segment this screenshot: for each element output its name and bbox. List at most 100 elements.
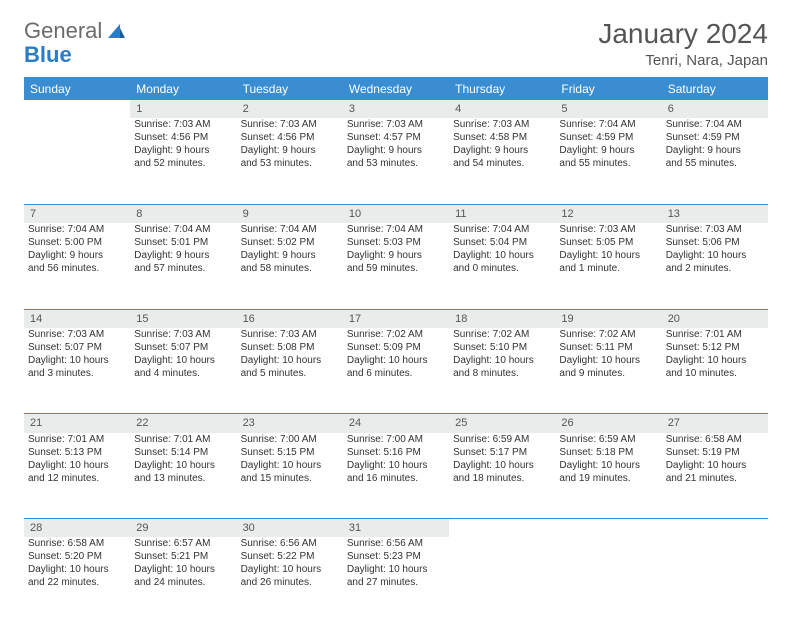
day-cell (24, 118, 130, 204)
day-info-line: Sunset: 5:23 PM (347, 550, 445, 563)
day-number-cell: 22 (130, 414, 236, 433)
day-info-line: and 53 minutes. (241, 157, 339, 170)
day-number-row: 123456 (24, 100, 768, 118)
day-cell: Sunrise: 7:02 AMSunset: 5:09 PMDaylight:… (343, 328, 449, 414)
day-number: 15 (136, 313, 148, 325)
day-cell: Sunrise: 7:03 AMSunset: 4:58 PMDaylight:… (449, 118, 555, 204)
day-number: 21 (30, 417, 42, 429)
day-cell: Sunrise: 7:03 AMSunset: 5:06 PMDaylight:… (662, 223, 768, 309)
day-info-line: Sunrise: 7:03 AM (666, 223, 764, 236)
day-info-line: Daylight: 10 hours (559, 459, 657, 472)
day-cell: Sunrise: 7:03 AMSunset: 5:07 PMDaylight:… (24, 328, 130, 414)
day-info-line: Daylight: 10 hours (28, 354, 126, 367)
day-number: 1 (136, 103, 142, 115)
day-cell: Sunrise: 7:03 AMSunset: 4:56 PMDaylight:… (130, 118, 236, 204)
day-info-line: Sunset: 5:16 PM (347, 446, 445, 459)
day-number-cell: 25 (449, 414, 555, 433)
day-info-line: and 53 minutes. (347, 157, 445, 170)
day-info-line: Sunset: 5:13 PM (28, 446, 126, 459)
day-cell: Sunrise: 7:04 AMSunset: 5:00 PMDaylight:… (24, 223, 130, 309)
day-number: 11 (455, 208, 466, 220)
day-info-line: Daylight: 9 hours (134, 144, 232, 157)
day-info-line: and 10 minutes. (666, 367, 764, 380)
day-info-line: Daylight: 9 hours (347, 249, 445, 262)
day-info-line: and 15 minutes. (241, 472, 339, 485)
day-info-line: Sunrise: 7:02 AM (347, 328, 445, 341)
day-content-row: Sunrise: 7:04 AMSunset: 5:00 PMDaylight:… (24, 223, 768, 309)
day-number: 18 (455, 313, 467, 325)
day-info-line: Daylight: 10 hours (666, 459, 764, 472)
day-cell: Sunrise: 6:58 AMSunset: 5:20 PMDaylight:… (24, 537, 130, 623)
day-info-line: Sunset: 5:10 PM (453, 341, 551, 354)
day-info-line: and 5 minutes. (241, 367, 339, 380)
day-info-line: and 26 minutes. (241, 576, 339, 589)
day-cell: Sunrise: 7:01 AMSunset: 5:14 PMDaylight:… (130, 433, 236, 519)
day-number: 23 (243, 417, 255, 429)
day-number-cell (24, 100, 130, 118)
day-info-line: Daylight: 10 hours (666, 249, 764, 262)
day-number: 25 (455, 417, 467, 429)
day-cell: Sunrise: 6:59 AMSunset: 5:17 PMDaylight:… (449, 433, 555, 519)
day-number-cell: 4 (449, 100, 555, 118)
day-info-line: and 9 minutes. (559, 367, 657, 380)
day-info-line: Daylight: 10 hours (241, 459, 339, 472)
day-cell: Sunrise: 7:03 AMSunset: 5:07 PMDaylight:… (130, 328, 236, 414)
day-info-line: Sunset: 4:59 PM (666, 131, 764, 144)
day-number: 3 (349, 103, 355, 115)
logo-text-general: General (24, 18, 102, 44)
day-info-line: Daylight: 10 hours (134, 354, 232, 367)
day-info-line: Sunrise: 7:02 AM (559, 328, 657, 341)
day-info-line: and 19 minutes. (559, 472, 657, 485)
day-number-cell: 7 (24, 204, 130, 223)
day-number-cell: 23 (237, 414, 343, 433)
day-info-line: Daylight: 10 hours (28, 563, 126, 576)
day-info-line: and 54 minutes. (453, 157, 551, 170)
day-number-cell: 10 (343, 204, 449, 223)
day-info-line: Sunrise: 7:01 AM (666, 328, 764, 341)
day-number-cell (449, 519, 555, 538)
day-info-line: Sunrise: 7:01 AM (28, 433, 126, 446)
day-info-line: and 8 minutes. (453, 367, 551, 380)
day-info-line: Sunrise: 6:56 AM (241, 537, 339, 550)
day-info-line: Sunset: 5:15 PM (241, 446, 339, 459)
day-info-line: Sunrise: 6:57 AM (134, 537, 232, 550)
day-number-cell: 13 (662, 204, 768, 223)
day-info-line: Sunset: 5:02 PM (241, 236, 339, 249)
day-info-line: Sunrise: 6:56 AM (347, 537, 445, 550)
location: Tenri, Nara, Japan (598, 52, 768, 69)
calendar-table: Sunday Monday Tuesday Wednesday Thursday… (24, 77, 768, 623)
day-number-cell: 24 (343, 414, 449, 433)
day-cell: Sunrise: 6:57 AMSunset: 5:21 PMDaylight:… (130, 537, 236, 623)
day-info-line: Daylight: 9 hours (241, 249, 339, 262)
day-info-line: Sunset: 5:11 PM (559, 341, 657, 354)
day-cell: Sunrise: 7:04 AMSunset: 5:02 PMDaylight:… (237, 223, 343, 309)
day-content-row: Sunrise: 6:58 AMSunset: 5:20 PMDaylight:… (24, 537, 768, 623)
day-number-cell: 11 (449, 204, 555, 223)
day-info-line: Sunset: 5:18 PM (559, 446, 657, 459)
day-info-line: and 4 minutes. (134, 367, 232, 380)
day-number: 28 (30, 522, 42, 534)
day-number-row: 28293031 (24, 519, 768, 538)
day-number-cell: 21 (24, 414, 130, 433)
day-info-line: Daylight: 10 hours (28, 459, 126, 472)
weekday-header: Monday (130, 78, 236, 101)
day-cell: Sunrise: 7:04 AMSunset: 4:59 PMDaylight:… (662, 118, 768, 204)
day-cell: Sunrise: 7:03 AMSunset: 5:08 PMDaylight:… (237, 328, 343, 414)
day-info-line: Sunrise: 7:03 AM (134, 118, 232, 131)
day-cell (449, 537, 555, 623)
day-cell (555, 537, 661, 623)
day-number-row: 78910111213 (24, 204, 768, 223)
day-info-line: Daylight: 10 hours (241, 563, 339, 576)
day-number-cell: 6 (662, 100, 768, 118)
day-number-cell (662, 519, 768, 538)
day-number: 16 (243, 313, 255, 325)
day-info-line: Sunrise: 6:59 AM (559, 433, 657, 446)
day-cell: Sunrise: 7:01 AMSunset: 5:12 PMDaylight:… (662, 328, 768, 414)
day-info-line: and 27 minutes. (347, 576, 445, 589)
day-number: 31 (349, 522, 361, 534)
day-info-line: Sunrise: 7:03 AM (241, 118, 339, 131)
day-cell: Sunrise: 7:04 AMSunset: 5:04 PMDaylight:… (449, 223, 555, 309)
day-number-cell: 27 (662, 414, 768, 433)
day-info-line: Sunrise: 7:00 AM (347, 433, 445, 446)
day-number: 13 (668, 208, 680, 220)
